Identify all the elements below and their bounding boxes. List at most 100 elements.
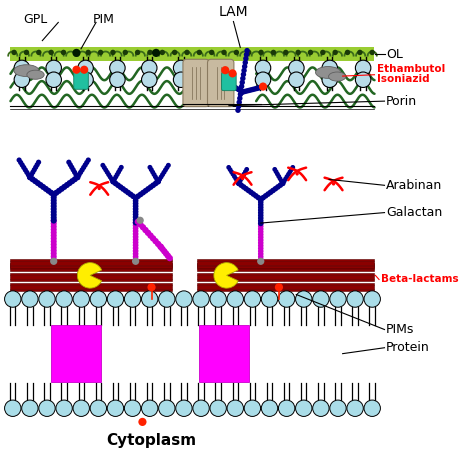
Circle shape bbox=[147, 283, 155, 292]
Circle shape bbox=[133, 195, 138, 201]
Circle shape bbox=[120, 186, 126, 192]
Circle shape bbox=[258, 215, 264, 221]
Circle shape bbox=[107, 291, 124, 307]
Circle shape bbox=[51, 215, 57, 221]
Circle shape bbox=[51, 218, 57, 224]
Circle shape bbox=[140, 190, 146, 195]
Circle shape bbox=[51, 236, 57, 242]
Circle shape bbox=[166, 163, 171, 168]
Circle shape bbox=[282, 179, 287, 183]
Circle shape bbox=[228, 69, 237, 77]
Circle shape bbox=[296, 291, 312, 307]
Circle shape bbox=[24, 170, 29, 175]
Circle shape bbox=[235, 108, 241, 113]
Bar bbox=[10, 273, 172, 281]
Circle shape bbox=[35, 162, 40, 167]
Text: PIM: PIM bbox=[93, 13, 115, 26]
Circle shape bbox=[51, 229, 57, 236]
Circle shape bbox=[255, 60, 271, 76]
Circle shape bbox=[118, 167, 122, 172]
Circle shape bbox=[27, 175, 33, 180]
Circle shape bbox=[32, 167, 37, 173]
Circle shape bbox=[109, 72, 125, 88]
Circle shape bbox=[39, 291, 55, 307]
Circle shape bbox=[133, 251, 138, 256]
Circle shape bbox=[237, 96, 243, 101]
Circle shape bbox=[51, 247, 57, 254]
Circle shape bbox=[138, 418, 146, 426]
Ellipse shape bbox=[316, 66, 341, 78]
Circle shape bbox=[115, 172, 119, 177]
Circle shape bbox=[115, 182, 121, 188]
Circle shape bbox=[32, 178, 38, 184]
Circle shape bbox=[133, 211, 138, 217]
Wedge shape bbox=[214, 263, 238, 288]
Circle shape bbox=[56, 188, 62, 194]
Circle shape bbox=[56, 291, 73, 307]
Circle shape bbox=[288, 170, 292, 174]
Circle shape bbox=[226, 165, 231, 170]
Circle shape bbox=[236, 181, 242, 186]
Circle shape bbox=[210, 291, 227, 307]
Circle shape bbox=[254, 86, 259, 91]
Circle shape bbox=[243, 60, 248, 65]
Circle shape bbox=[51, 191, 57, 198]
Circle shape bbox=[258, 226, 264, 232]
Circle shape bbox=[258, 246, 264, 251]
Circle shape bbox=[37, 182, 44, 188]
Circle shape bbox=[85, 50, 91, 55]
Circle shape bbox=[90, 400, 107, 417]
Circle shape bbox=[237, 91, 243, 97]
Circle shape bbox=[237, 179, 243, 183]
Circle shape bbox=[68, 162, 73, 167]
Circle shape bbox=[29, 176, 36, 182]
Circle shape bbox=[118, 184, 123, 190]
Circle shape bbox=[280, 181, 285, 186]
Circle shape bbox=[64, 182, 70, 188]
Circle shape bbox=[137, 221, 144, 228]
Circle shape bbox=[159, 291, 175, 307]
Circle shape bbox=[19, 163, 25, 168]
Circle shape bbox=[61, 50, 66, 55]
Circle shape bbox=[271, 50, 276, 55]
Circle shape bbox=[222, 78, 227, 83]
Circle shape bbox=[51, 233, 57, 238]
Circle shape bbox=[133, 209, 138, 215]
Circle shape bbox=[135, 193, 141, 199]
Circle shape bbox=[159, 400, 175, 417]
Circle shape bbox=[78, 72, 93, 88]
Circle shape bbox=[142, 291, 158, 307]
Circle shape bbox=[106, 172, 111, 177]
Circle shape bbox=[135, 219, 141, 225]
Circle shape bbox=[145, 229, 151, 236]
Circle shape bbox=[176, 291, 192, 307]
Circle shape bbox=[51, 220, 57, 227]
Circle shape bbox=[147, 50, 153, 55]
Circle shape bbox=[237, 181, 241, 186]
Circle shape bbox=[110, 179, 116, 184]
Circle shape bbox=[133, 256, 138, 262]
Circle shape bbox=[296, 400, 312, 417]
Circle shape bbox=[241, 177, 244, 180]
Circle shape bbox=[261, 291, 278, 307]
Circle shape bbox=[193, 400, 209, 417]
Circle shape bbox=[107, 400, 124, 417]
Circle shape bbox=[258, 223, 264, 229]
FancyBboxPatch shape bbox=[74, 71, 88, 89]
Circle shape bbox=[258, 197, 264, 202]
Circle shape bbox=[29, 172, 34, 177]
Circle shape bbox=[258, 220, 264, 226]
Circle shape bbox=[278, 400, 295, 417]
Bar bbox=[10, 283, 172, 292]
Circle shape bbox=[113, 181, 118, 186]
Circle shape bbox=[240, 76, 246, 81]
Circle shape bbox=[133, 220, 138, 226]
Circle shape bbox=[258, 202, 264, 208]
Circle shape bbox=[51, 191, 57, 198]
Circle shape bbox=[157, 244, 164, 250]
Circle shape bbox=[160, 50, 165, 55]
Circle shape bbox=[133, 234, 138, 240]
Circle shape bbox=[257, 258, 264, 265]
Circle shape bbox=[51, 256, 57, 263]
Circle shape bbox=[283, 50, 289, 55]
